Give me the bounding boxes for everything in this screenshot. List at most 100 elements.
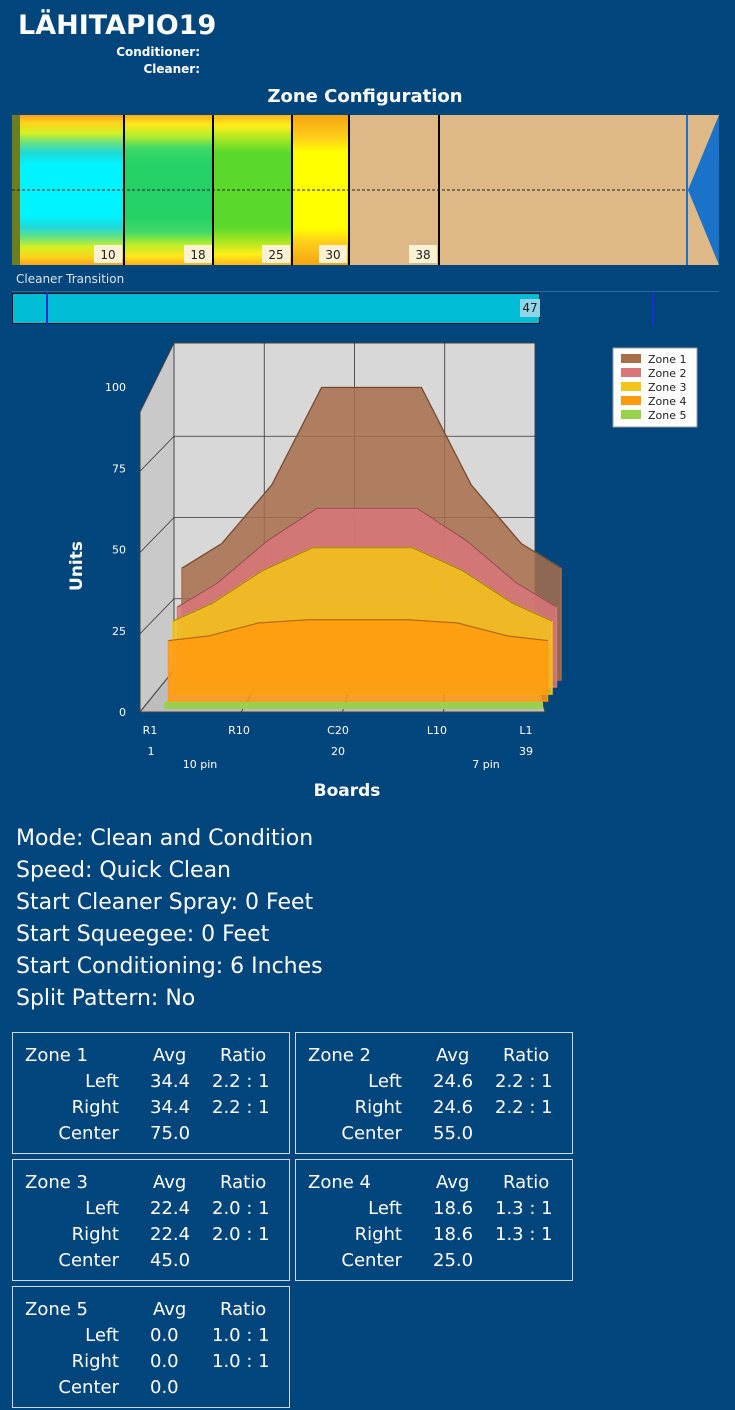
- chart-legend-label: Zone 2: [648, 367, 687, 380]
- chart-y-tick-label: 50: [112, 544, 126, 557]
- zone-zone-name: Zone 3: [25, 1172, 88, 1193]
- zone-zone-name: Zone 2: [308, 1045, 371, 1066]
- zone-center-label: Center: [341, 1123, 402, 1144]
- zone-left-label: Left: [85, 1325, 119, 1346]
- chart-y-axis-title: Units: [67, 541, 87, 591]
- zone-avg-header: Avg: [436, 1045, 470, 1066]
- chart-gridline-side: [139, 598, 175, 635]
- chart-series-2-edge: [177, 507, 557, 608]
- chart-y-tick-label: 0: [119, 706, 126, 719]
- zone-left-label: Left: [85, 1198, 119, 1219]
- zone-right-label: Right: [71, 1097, 119, 1118]
- zone-left-avg: 0.0: [150, 1325, 179, 1346]
- chart-pin-label: 7 pin: [472, 758, 500, 771]
- zone-right-ratio: 2.2 : 1: [495, 1097, 553, 1118]
- chart-gridline-side: [139, 517, 175, 553]
- zone-right-avg: 22.4: [150, 1224, 191, 1245]
- chart-legend-label: Zone 1: [648, 353, 687, 366]
- setting-mode: Mode: Clean and Condition: [16, 826, 314, 851]
- chart-board-number: 1: [148, 745, 155, 758]
- zone-right-ratio: 1.3 : 1: [495, 1224, 553, 1245]
- zone-left-label: Left: [368, 1071, 402, 1092]
- setting-speed: Speed: Quick Clean: [16, 858, 232, 883]
- chart-board-number: 20: [331, 745, 345, 758]
- zone-right-avg: 34.4: [150, 1097, 191, 1118]
- chart-series-5-ribbon: [164, 702, 543, 709]
- cleaner-transition-start-marker: [46, 293, 48, 325]
- chart-x-tick-label: R1: [143, 724, 158, 737]
- chart-legend-swatch: [621, 396, 641, 405]
- zone-center-label: Center: [58, 1123, 119, 1144]
- zone-center-avg: 0.0: [150, 1377, 179, 1398]
- zone-left-avg: 22.4: [150, 1198, 191, 1219]
- zone-summary-4: Zone 4 Avg Ratio Left 18.6 1.3 : 1 Right 18.6 1.…: [295, 1159, 573, 1281]
- zone-left-avg: 18.6: [433, 1198, 474, 1219]
- zone-right-avg: 18.6: [433, 1224, 474, 1245]
- units-chart: 0 25 50 75 100 R1 R10 C20 L10 L1 1 20 39 10 pin 7 pin B…: [67, 342, 698, 801]
- zone-left-ratio: 1.3 : 1: [495, 1198, 553, 1219]
- zone-right-avg: 0.0: [150, 1351, 179, 1372]
- zone-left-label: Left: [85, 1071, 119, 1092]
- chart-gridline-side: [139, 435, 175, 472]
- zone-ratio-header: Ratio: [220, 1045, 267, 1066]
- zone-marker-1: 10: [100, 248, 115, 262]
- zone-center-label: Center: [58, 1250, 119, 1271]
- chart-board-number: 39: [519, 745, 533, 758]
- zone-center-avg: 25.0: [433, 1250, 474, 1271]
- zone-right-label: Right: [354, 1097, 402, 1118]
- zone-center-avg: 45.0: [150, 1250, 191, 1271]
- pattern-title: LÄHITAPIO19: [18, 10, 217, 41]
- zone-avg-header: Avg: [153, 1172, 187, 1193]
- chart-y-tick-label: 75: [112, 462, 126, 475]
- chart-legend-swatch: [621, 368, 641, 377]
- zone-marker-2: 18: [190, 248, 205, 262]
- zone-ratio-header: Ratio: [503, 1172, 550, 1193]
- zone-left-ratio: 1.0 : 1: [212, 1325, 270, 1346]
- zone-zone-name: Zone 1: [25, 1045, 88, 1066]
- zone-right-label: Right: [71, 1224, 119, 1245]
- setting-start-cleaner-spray: Start Cleaner Spray: 0 Feet: [16, 890, 314, 915]
- cleaner-transition-bar: [12, 293, 540, 324]
- zone-right-label: Right: [71, 1351, 119, 1372]
- zone-ratio-header: Ratio: [220, 1172, 267, 1193]
- zone-summary-5: Zone 5 Avg Ratio Left 0.0 1.0 : 1 Right 0.0 1.0 …: [12, 1286, 290, 1408]
- zone-summary-2: Zone 2 Avg Ratio Left 24.6 2.2 : 1 Right 24.6 2.…: [295, 1032, 573, 1154]
- zone-center-label: Center: [58, 1377, 119, 1398]
- zone-ratio-header: Ratio: [503, 1045, 550, 1066]
- zone-center-label: Center: [341, 1250, 402, 1271]
- chart-series-4-edge: [168, 619, 548, 642]
- chart-series-1-edge: [181, 387, 562, 569]
- zone-right-ratio: 2.0 : 1: [212, 1224, 270, 1245]
- zone-left-avg: 34.4: [150, 1071, 191, 1092]
- cleaner-transition-end-marker: [652, 293, 654, 325]
- chart-x-tick-label: R10: [228, 724, 250, 737]
- cleaner-label: Cleaner:: [143, 62, 200, 76]
- zone-right-label: Right: [354, 1224, 402, 1245]
- chart-x-tick-label: C20: [327, 724, 349, 737]
- zone-marker-5: 38: [415, 248, 430, 262]
- zone-left-ratio: 2.2 : 1: [212, 1071, 270, 1092]
- zone-right-ratio: 1.0 : 1: [212, 1351, 270, 1372]
- cleaner-transition-divider: [12, 291, 719, 292]
- chart-legend-swatch: [621, 410, 641, 419]
- zone-right-ratio: 2.2 : 1: [212, 1097, 270, 1118]
- zone-avg-header: Avg: [153, 1299, 187, 1320]
- chart-x-tick-label: L10: [427, 724, 447, 737]
- cleaner-transition-label: Cleaner Transition: [16, 272, 125, 286]
- chart-legend-label: Zone 5: [648, 409, 687, 422]
- zone-left-label: Left: [368, 1198, 402, 1219]
- zone-left-ratio: 2.0 : 1: [212, 1198, 270, 1219]
- zone-center-avg: 75.0: [150, 1123, 191, 1144]
- chart-legend-swatch: [621, 382, 641, 391]
- chart-legend-swatch: [621, 354, 641, 363]
- chart-pin-label: 10 pin: [183, 758, 218, 771]
- zone-marker-3: 25: [268, 248, 283, 262]
- chart-x-axis-title: Boards: [314, 781, 381, 801]
- chart-series-4: [167, 619, 549, 702]
- chart-x-tick-label: L1: [519, 724, 532, 737]
- chart-legend-label: Zone 3: [648, 381, 687, 394]
- conditioner-label: Conditioner:: [116, 45, 200, 59]
- setting-start-squeegee: Start Squeegee: 0 Feet: [16, 922, 270, 947]
- zone-configuration-title: Zone Configuration: [267, 86, 463, 107]
- zone-configuration-lane: 10 18 25 30 38: [12, 115, 719, 265]
